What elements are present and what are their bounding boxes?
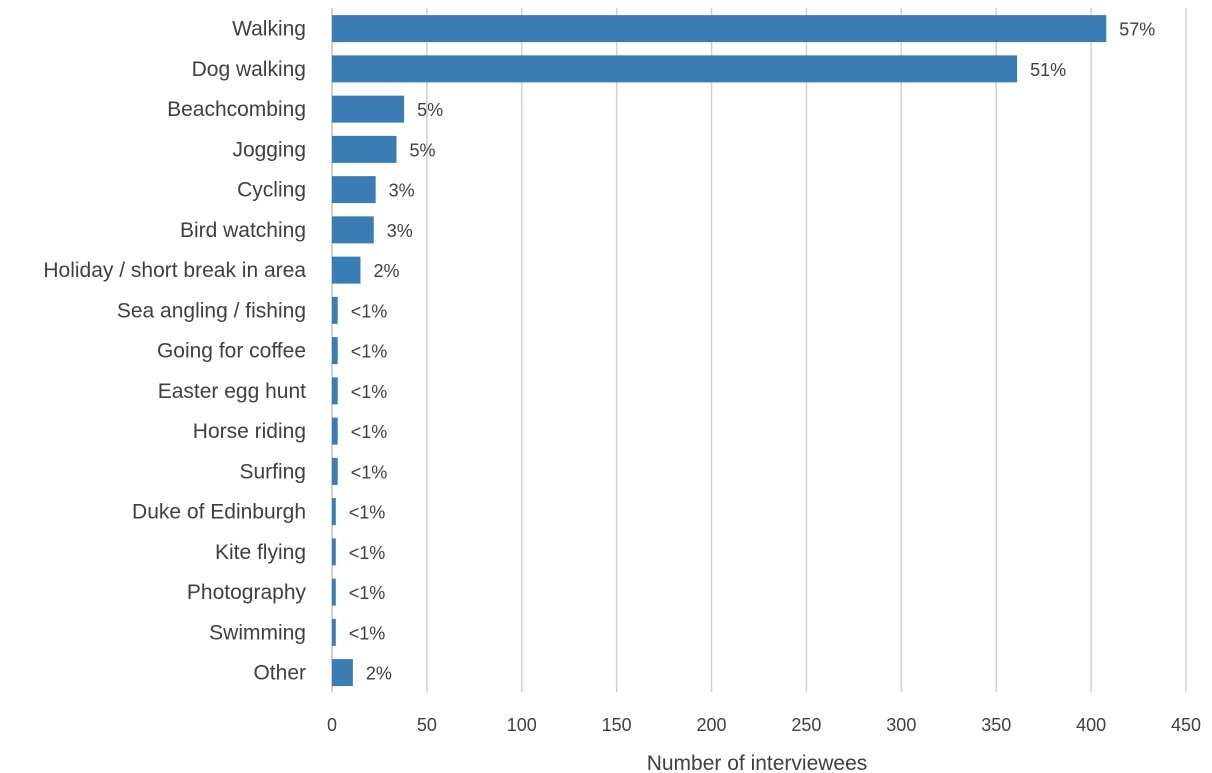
x-tick-label: 50 xyxy=(417,715,437,735)
category-label: Kite flying xyxy=(215,541,306,564)
data-label: <1% xyxy=(349,503,386,523)
data-label: 3% xyxy=(389,181,415,201)
bar xyxy=(332,417,338,445)
category-label: Sea angling / fishing xyxy=(117,299,306,322)
data-label: 57% xyxy=(1119,20,1155,40)
data-label: <1% xyxy=(351,301,388,321)
bars xyxy=(332,15,1107,687)
x-tick-label: 350 xyxy=(981,715,1011,735)
bar xyxy=(332,618,336,646)
category-label: Surfing xyxy=(239,460,306,483)
bar xyxy=(332,216,374,244)
data-label: 2% xyxy=(373,261,399,281)
category-label: Easter egg hunt xyxy=(158,380,306,403)
data-label: 5% xyxy=(410,140,436,160)
bar xyxy=(332,659,353,687)
data-label: <1% xyxy=(351,422,388,442)
x-tick-label: 300 xyxy=(886,715,916,735)
data-label: 2% xyxy=(366,664,392,684)
x-tick-label: 150 xyxy=(602,715,632,735)
x-tick-label: 250 xyxy=(791,715,821,735)
bar xyxy=(332,457,338,485)
category-label: Photography xyxy=(187,581,307,604)
x-tick-label: 100 xyxy=(507,715,537,735)
data-label: <1% xyxy=(351,382,388,402)
bar xyxy=(332,578,336,606)
data-label: 51% xyxy=(1030,60,1066,80)
bar xyxy=(332,256,361,284)
gridlines xyxy=(331,8,1187,692)
bar xyxy=(332,55,1018,83)
data-label: 5% xyxy=(417,100,443,120)
category-label: Jogging xyxy=(232,138,306,161)
x-axis-ticks: 0 50 100 150 200 250 300 350 400 450 xyxy=(327,715,1201,735)
category-label: Other xyxy=(253,662,306,685)
category-label: Walking xyxy=(232,18,306,41)
category-label: Holiday / short break in area xyxy=(43,259,306,282)
data-label: <1% xyxy=(351,342,388,362)
data-label: 3% xyxy=(387,221,413,241)
x-tick-label: 0 xyxy=(327,715,337,735)
data-label: <1% xyxy=(349,623,386,643)
data-labels: 57% 51% 5% 5% 3% 3% 2% <1% <1% <1% <1% <1% <1% <1% <1%… xyxy=(349,20,1156,684)
category-label: Going for coffee xyxy=(157,340,306,363)
bar xyxy=(332,296,338,324)
category-label: Cycling xyxy=(237,179,306,202)
category-label: Swimming xyxy=(209,621,306,644)
category-label: Horse riding xyxy=(193,420,306,443)
category-label: Bird watching xyxy=(180,219,306,242)
x-tick-label: 450 xyxy=(1171,715,1201,735)
data-label: <1% xyxy=(349,543,386,563)
bar xyxy=(332,337,338,365)
bar xyxy=(332,377,338,405)
data-label: <1% xyxy=(351,462,388,482)
category-label: Duke of Edinburgh xyxy=(132,501,306,524)
x-tick-label: 400 xyxy=(1076,715,1106,735)
bar xyxy=(332,498,336,526)
x-tick-label: 200 xyxy=(697,715,727,735)
bar xyxy=(332,538,336,566)
category-label: Beachcombing xyxy=(167,98,306,121)
bar xyxy=(332,95,405,123)
category-labels: Walking Dog walking Beachcombing Jogging Cyc… xyxy=(43,18,306,685)
data-label: <1% xyxy=(349,583,386,603)
x-axis-title: Number of interviewees xyxy=(647,752,868,773)
bar xyxy=(332,15,1107,43)
bar xyxy=(332,176,376,204)
bar xyxy=(332,135,397,163)
category-label: Dog walking xyxy=(192,58,306,81)
